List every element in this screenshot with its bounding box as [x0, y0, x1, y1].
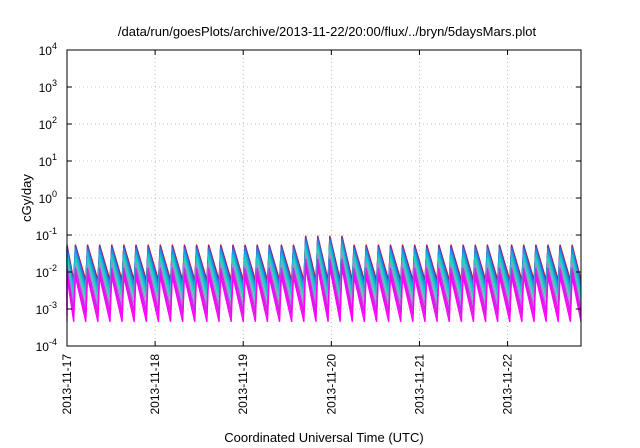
x-tick-label: 2013-11-20 — [324, 354, 338, 415]
x-axis-label: Coordinated Universal Time (UTC) — [224, 430, 423, 445]
series-group — [66, 235, 582, 322]
y-tick-label: 10-2 — [36, 263, 57, 280]
x-tick-label: 2013-11-17 — [60, 354, 74, 415]
y-tick-label: 10-1 — [36, 226, 57, 243]
y-axis: 10-4 10-3 10-2 10-1 100 101 102 103 104 — [36, 41, 581, 354]
y-tick-label: 10-3 — [36, 300, 57, 317]
y-tick-label: 100 — [39, 189, 57, 206]
x-tick-label: 2013-11-18 — [148, 354, 162, 415]
x-tick-label: 2013-11-21 — [412, 354, 426, 415]
x-axis: 2013-11-17 2013-11-18 2013-11-19 2013-11-20… — [60, 50, 515, 415]
y-tick-label: 103 — [39, 78, 57, 95]
y-tick-label: 101 — [39, 152, 57, 169]
x-tick-label: 2013-11-22 — [501, 354, 515, 415]
y-tick-label: 102 — [39, 115, 57, 132]
y-tick-label: 104 — [39, 41, 57, 58]
series-line-10 — [66, 267, 582, 322]
y-tick-label: 10-4 — [36, 337, 57, 354]
x-tick-label: 2013-11-19 — [236, 354, 250, 415]
y-axis-label: cGy/day — [19, 174, 34, 222]
chart-title: /data/run/goesPlots/archive/2013-11-22/2… — [118, 24, 537, 39]
